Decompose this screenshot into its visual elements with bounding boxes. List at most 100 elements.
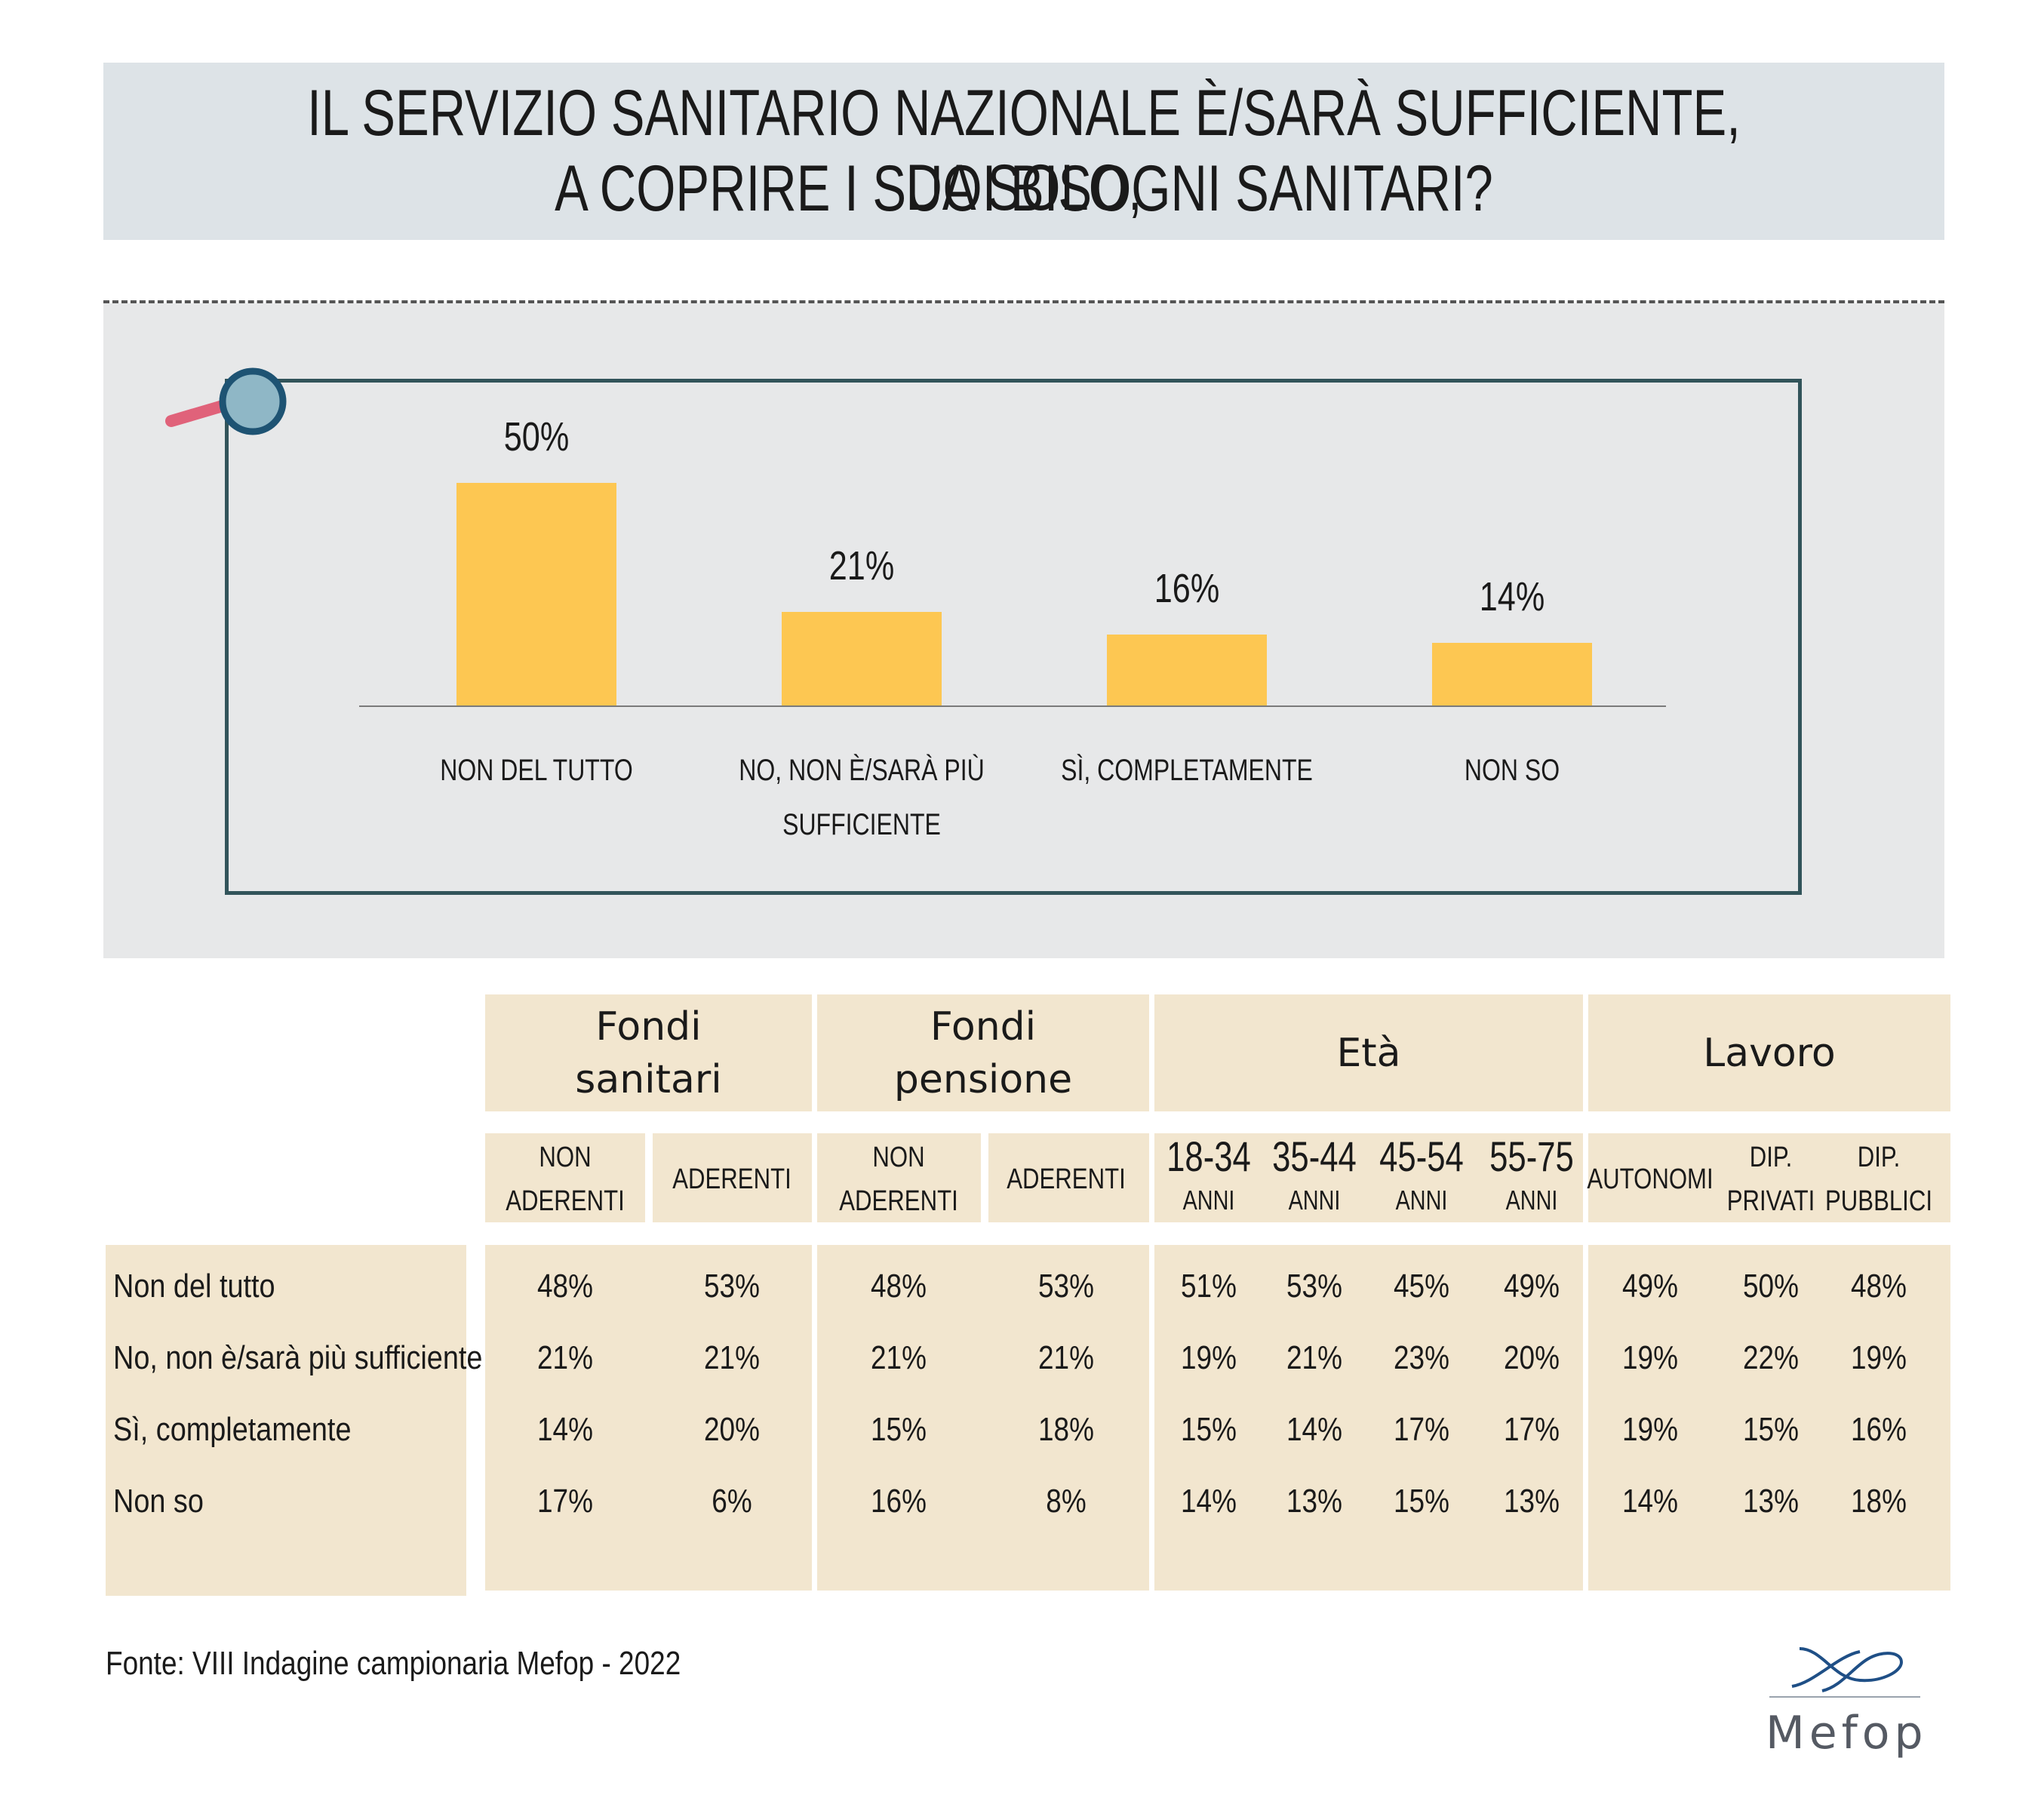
magnifier-icon [165,367,287,435]
bar-1 [782,612,942,705]
table-value: 20% [1504,1339,1560,1376]
logo-text: Mefop [1766,1707,1928,1760]
category-label: SÌ, COMPLETAMENTE [1061,754,1313,787]
table-value: 51% [1181,1268,1237,1305]
subheader-text: ANNI [1288,1185,1341,1216]
subheader-text: ANNI [1395,1185,1448,1216]
subheader-text: ADERENTI [839,1185,958,1217]
subheader-cell [485,1133,645,1222]
category-label: SUFFICIENTE [782,808,941,841]
group-header: Età [1154,994,1583,1111]
bar-2 [1107,634,1267,705]
data-cell [817,1245,1149,1591]
table-value: 53% [1286,1268,1342,1305]
table-value: 53% [704,1268,760,1305]
table-value: 21% [537,1339,593,1376]
data-cell [1588,1245,1950,1591]
subheader-label: AUTONOMI [1582,1138,1718,1221]
table-value: 15% [1181,1411,1237,1448]
table-value: 53% [1038,1268,1094,1305]
subheader-label: 18-34 ANNI [1152,1132,1265,1222]
table-value: 45% [1394,1268,1449,1305]
page-title-line-2: A COPRIRE I SUOI BISOGNI SANITARI? [555,152,1493,225]
bar-0 [456,483,616,705]
subheader-label: 45-54 ANNI [1365,1132,1478,1222]
subheader-text: DIP. [1749,1142,1793,1173]
subheader-text: 18-34 [1166,1133,1251,1180]
table-value: 48% [871,1268,927,1305]
group-header-text: Età [1336,1030,1401,1076]
mefop-logo-icon [1769,1647,1920,1698]
x-axis-line [359,705,1666,707]
subheader-cell [988,1133,1149,1222]
table-value: 50% [1743,1268,1799,1305]
table-value: 17% [1394,1411,1449,1448]
subheader-text: 55-75 [1489,1133,1574,1180]
bar-value-label: 21% [828,543,895,589]
subheader-text: ANNI [1182,1185,1235,1216]
table-value: 18% [1851,1483,1907,1520]
subheader-label: ADERENTI [664,1138,800,1221]
row-label: No, non è/sarà più sufficiente [113,1339,483,1376]
subheader-text: NON [539,1142,592,1173]
subheader-label: NON ADERENTI [831,1138,967,1221]
table-value: 6% [712,1483,752,1520]
table-value: 13% [1504,1483,1560,1520]
source-note: Fonte: VIII Indagine campionaria Mefop -… [106,1645,681,1682]
row-label: Non so [113,1483,204,1520]
category-label: NON SO [1464,754,1560,787]
table-value: 16% [1851,1411,1907,1448]
subheader-label: DIP. PUBBLICI [1811,1138,1947,1221]
subheader-label: NON ADERENTI [497,1138,633,1221]
row-label: Sì, completamente [113,1411,352,1448]
table-value: 14% [537,1411,593,1448]
subheader-text: PRIVATI [1726,1185,1815,1217]
divider-dashed [103,300,1944,303]
title-band: IL SERVIZIO SANITARIO NAZIONALE È/SARÀ S… [103,63,1944,240]
subheader-text: NON [872,1142,925,1173]
bar-value-label: 14% [1479,574,1545,620]
group-header: Fondi pensione [817,994,1149,1111]
page-title-line-1: IL SERVIZIO SANITARIO NAZIONALE È/SARÀ S… [307,77,1741,224]
row-label: Non del tutto [113,1268,275,1305]
subheader-cell [653,1133,812,1222]
group-header-text: sanitari [575,1056,722,1102]
group-header: Lavoro [1588,994,1950,1111]
subheader-cell [1154,1133,1583,1222]
group-header-text: pensione [893,1056,1073,1102]
table-value: 13% [1743,1483,1799,1520]
subheader-text: ANNI [1505,1185,1558,1216]
subheader-text: ADERENTI [672,1163,791,1195]
table-value: 16% [871,1483,927,1520]
category-label: NO, NON È/SARÀ PIÙ [739,754,985,787]
table-value: 14% [1622,1483,1678,1520]
subheader-text: ADERENTI [506,1185,625,1217]
row-label-cell [106,1245,466,1596]
table-value: 21% [1038,1339,1094,1376]
table-value: 13% [1286,1483,1342,1520]
table-value: 21% [871,1339,927,1376]
group-header: Fondi sanitari [485,994,812,1111]
group-header-text: Fondi [595,1004,702,1050]
table-value: 21% [704,1339,760,1376]
subheader-text: ADERENTI [1007,1163,1126,1195]
table-value: 17% [1504,1411,1560,1448]
table-value: 8% [1046,1483,1087,1520]
bar-value-label: 16% [1154,565,1220,611]
bar-3 [1432,643,1592,705]
table-value: 19% [1851,1339,1907,1376]
chart-frame [225,379,1802,895]
table-value: 23% [1394,1339,1449,1376]
table-value: 14% [1286,1411,1342,1448]
subheader-label: DIP. PRIVATI [1703,1138,1839,1221]
table-value: 17% [537,1483,593,1520]
table-value: 49% [1622,1268,1678,1305]
table-value: 22% [1743,1339,1799,1376]
table-value: 20% [704,1411,760,1448]
subheader-cell [1588,1133,1950,1222]
chart-area [103,303,1944,958]
table-value: 14% [1181,1483,1237,1520]
table-value: 48% [537,1268,593,1305]
category-label: NON DEL TUTTO [440,754,633,787]
subheader-text: DIP. [1857,1142,1901,1173]
